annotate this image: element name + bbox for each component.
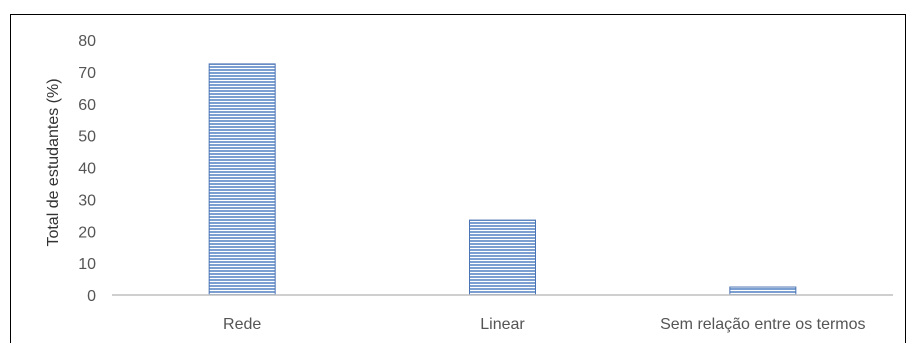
x-category-label: Sem relação entre os termos: [660, 316, 865, 333]
y-tick-label: 50: [78, 129, 96, 146]
x-category-label: Linear: [480, 316, 525, 333]
y-tick-label: 0: [87, 288, 96, 305]
y-tick-label: 60: [78, 97, 96, 114]
y-tick-label: 10: [78, 256, 96, 273]
bar-1: [469, 219, 536, 296]
chart-frame: [10, 14, 906, 343]
y-tick-label: 30: [78, 192, 96, 209]
y-tick-label: 20: [78, 224, 96, 241]
bars: [208, 63, 797, 296]
bar-2: [729, 286, 797, 296]
y-tick-label: 70: [78, 65, 96, 82]
x-category-label: Rede: [223, 316, 261, 333]
x-axis-categories: Rede Linear Sem relação entre os termos: [223, 316, 866, 333]
y-tick-label: 80: [78, 33, 96, 50]
y-axis-label: Total de estudantes (%): [45, 78, 62, 246]
y-tick-label: 40: [78, 161, 96, 178]
bar-0: [208, 63, 276, 296]
y-axis-ticks: 0 10 20 30 40 50 60 70 80: [78, 33, 96, 305]
